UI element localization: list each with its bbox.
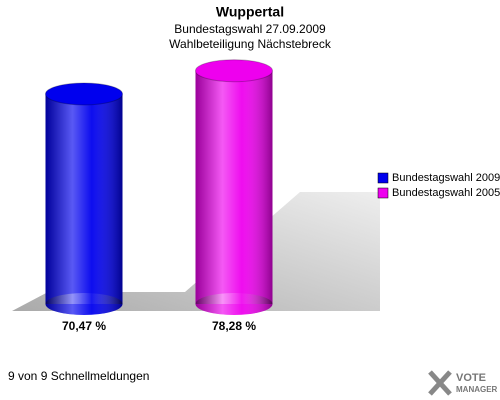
logo-mark	[428, 370, 452, 396]
cylinder-top	[45, 82, 123, 106]
brand-logo: VOTE MANAGER	[428, 370, 498, 396]
logo-text: VOTE	[456, 372, 486, 384]
cylinder-shade	[45, 93, 123, 305]
floor-shadow	[12, 192, 380, 311]
value-label: 70,47 %	[62, 319, 106, 333]
legend-label: Bundestagswahl 2005	[392, 187, 500, 199]
value-label: 78,28 %	[212, 319, 256, 333]
cylinder-top	[195, 59, 273, 83]
legend-swatch	[377, 187, 389, 199]
legend-swatch	[377, 172, 389, 184]
footer-note: 9 von 9 Schnellmeldungen	[8, 369, 149, 383]
cylinder-shade	[195, 70, 273, 304]
chart-title: Wuppertal	[216, 4, 284, 20]
chart-subtitle: Wahlbeteiligung Nächstebreck	[169, 37, 332, 51]
logo-text: MANAGER	[456, 385, 498, 394]
legend-label: Bundestagswahl 2009	[392, 172, 500, 184]
chart-subtitle: Bundestagswahl 27.09.2009	[174, 22, 326, 36]
